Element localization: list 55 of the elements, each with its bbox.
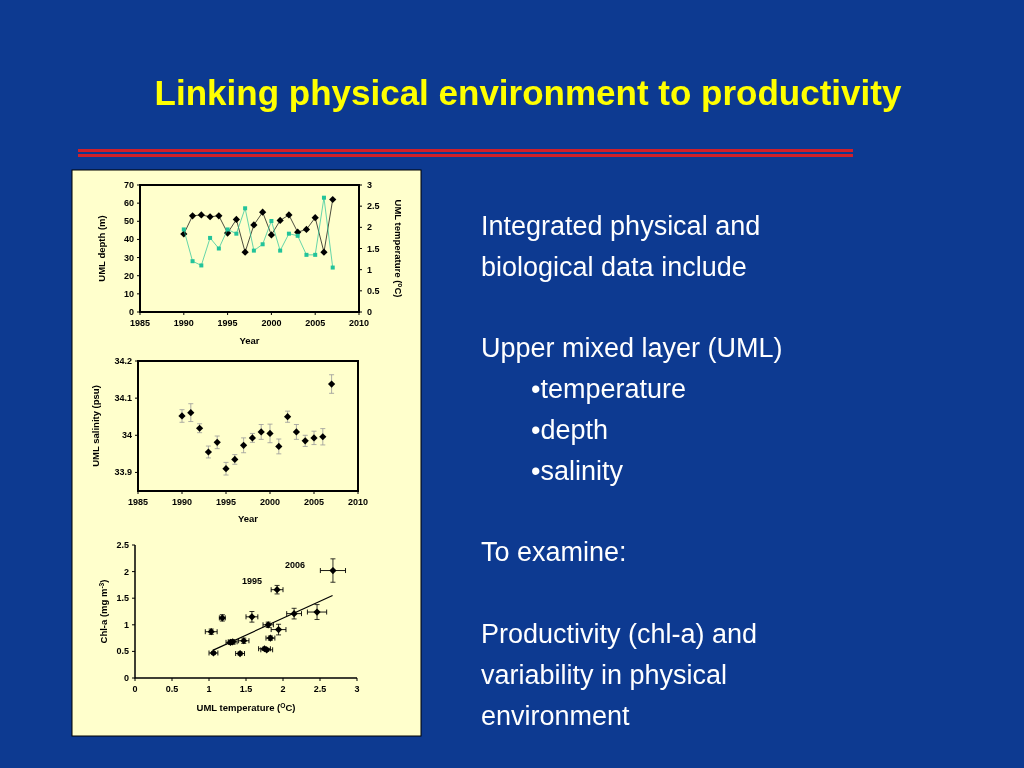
y2-tick-label: 3 bbox=[367, 180, 373, 190]
y-tick-label: 0 bbox=[123, 673, 129, 683]
x-tick-label: 1985 bbox=[129, 318, 151, 328]
y2-tick-label: 0 bbox=[367, 307, 373, 317]
y-tick-label: 33.9 bbox=[114, 467, 132, 478]
y2-tick-label: 1 bbox=[367, 264, 373, 275]
y-tick-label: 70 bbox=[123, 180, 134, 190]
x-axis-title: Year bbox=[239, 335, 260, 346]
text: Upper mixed layer (UML) •temperature •depth •salinity bbox=[481, 333, 783, 486]
y-tick-label: 50 bbox=[123, 216, 134, 227]
y-tick-label: 34.1 bbox=[114, 393, 132, 404]
x-tick-label: 1.5 bbox=[239, 684, 253, 694]
x-tick-label: 1990 bbox=[171, 497, 193, 507]
x-tick-label: 2005 bbox=[303, 497, 325, 507]
y-tick-label: 1.5 bbox=[116, 593, 129, 604]
y-tick-label: 60 bbox=[123, 198, 134, 209]
y-axis-title: UML salinity (psu) bbox=[90, 385, 101, 467]
y2-tick-label: 2 bbox=[367, 222, 373, 233]
text: Linking physical environment to productivity bbox=[154, 73, 902, 112]
y-tick-label: 2.5 bbox=[116, 540, 129, 550]
annotation: 2006 bbox=[284, 560, 306, 570]
x-tick-label: 1 bbox=[206, 684, 212, 694]
y-tick-label: 34.2 bbox=[114, 356, 132, 366]
x-tick-label: 1985 bbox=[127, 497, 149, 507]
x-tick-label: 2 bbox=[280, 684, 286, 694]
text: Productivity (chl-a) and variability in physical environment bbox=[481, 619, 758, 731]
x-tick-label: 1990 bbox=[173, 318, 194, 328]
y-tick-label: 0.5 bbox=[116, 646, 129, 657]
x-tick-label: 2005 bbox=[305, 318, 326, 328]
y-axis-title: UML depth (m) bbox=[96, 215, 107, 282]
x-tick-label: 2.5 bbox=[313, 684, 327, 694]
x-tick-label: 1995 bbox=[217, 318, 238, 328]
x-tick-label: 1995 bbox=[215, 497, 237, 507]
y-tick-label: 40 bbox=[123, 234, 134, 245]
y-tick-label: 0 bbox=[128, 307, 134, 317]
annotation: 1995 bbox=[241, 576, 263, 586]
y-tick-label: 10 bbox=[123, 288, 134, 299]
y-tick-label: 2 bbox=[123, 566, 129, 577]
x-tick-label: 3 bbox=[354, 684, 360, 694]
y-tick-label: 30 bbox=[123, 252, 134, 263]
x-tick-label: 2010 bbox=[348, 318, 370, 328]
x-tick-label: 2000 bbox=[261, 318, 282, 328]
x-tick-label: 2000 bbox=[259, 497, 281, 507]
x-axis-title: Year bbox=[237, 513, 259, 524]
y-tick-label: 1 bbox=[123, 619, 129, 630]
y-tick-label: 34 bbox=[121, 430, 132, 441]
text: To examine: bbox=[481, 537, 627, 568]
text: Integrated physical and biological data include bbox=[481, 211, 761, 282]
y-tick-label: 20 bbox=[123, 270, 134, 281]
y2-tick-label: 2.5 bbox=[367, 201, 380, 212]
x-tick-label: 0.5 bbox=[165, 684, 179, 694]
x-axis-title: UML temperature ($^{O}$C) bbox=[196, 701, 296, 713]
x-tick-label: 2010 bbox=[347, 497, 369, 507]
y2-tick-label: 1.5 bbox=[367, 243, 380, 254]
y2-tick-label: 0.5 bbox=[367, 285, 380, 296]
